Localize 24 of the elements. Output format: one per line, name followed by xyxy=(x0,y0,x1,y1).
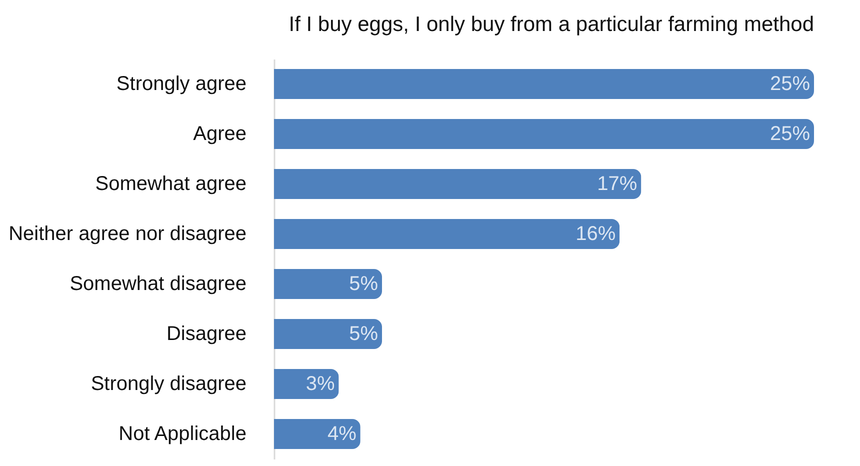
data-label: 5% xyxy=(349,273,378,295)
data-label: 25% xyxy=(770,123,810,145)
y-tick-label: Agree xyxy=(193,123,246,145)
y-tick-label: Neither agree nor disagree xyxy=(8,223,246,245)
bar xyxy=(274,119,814,149)
bar xyxy=(274,269,382,299)
y-tick-label: Somewhat disagree xyxy=(70,273,246,295)
data-label: 16% xyxy=(576,223,616,245)
y-tick-label: Disagree xyxy=(166,323,246,345)
bar xyxy=(274,169,642,199)
chart-title: If I buy eggs, I only buy from a particular farming method xyxy=(288,13,814,36)
data-label: 5% xyxy=(349,323,378,345)
bar xyxy=(274,319,382,349)
data-label: 3% xyxy=(306,373,336,395)
bar xyxy=(274,69,814,99)
bar xyxy=(274,219,620,249)
data-label: 17% xyxy=(597,173,638,195)
y-tick-label: Strongly agree xyxy=(116,73,246,95)
data-label: 4% xyxy=(327,423,357,445)
y-tick-label: Not Applicable xyxy=(118,423,246,445)
data-label: 25% xyxy=(770,73,810,95)
y-tick-label: Somewhat agree xyxy=(95,173,246,195)
y-tick-label: Strongly disagree xyxy=(90,373,246,395)
bar xyxy=(274,419,360,449)
